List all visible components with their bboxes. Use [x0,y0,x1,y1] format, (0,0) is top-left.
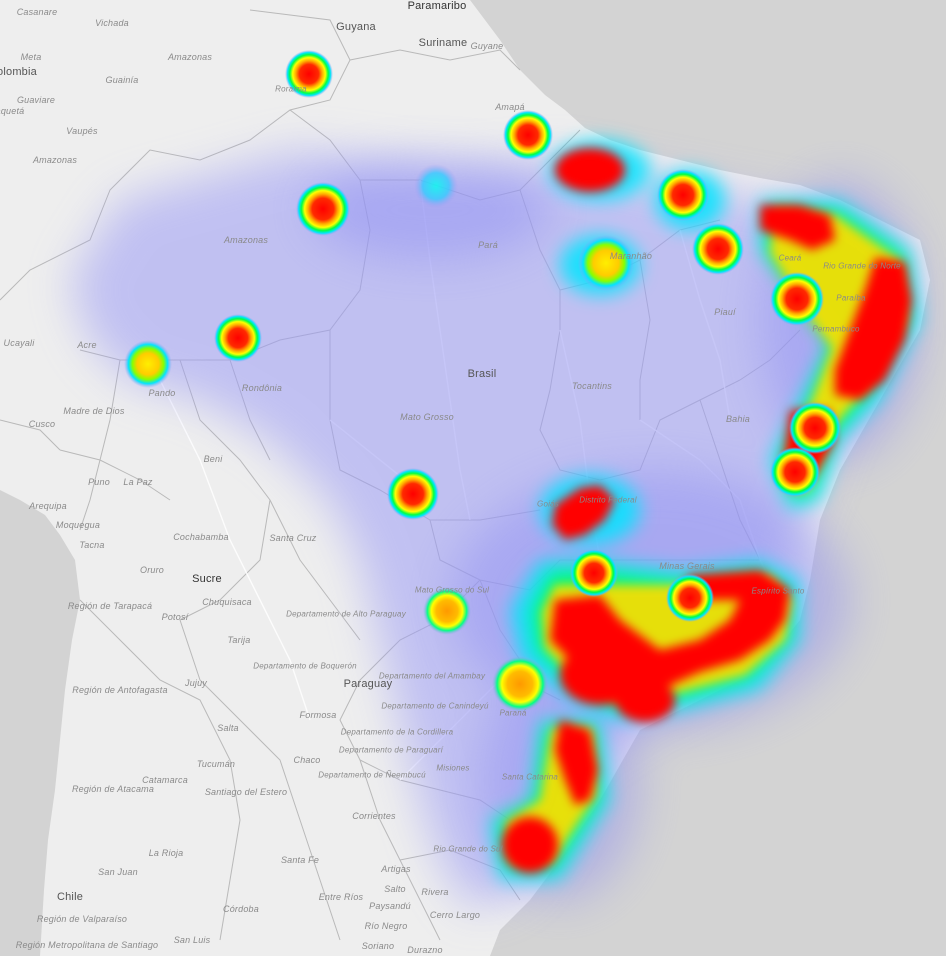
label-cordillera: Departamento de la Cordillera [340,727,454,737]
label-sucre: Sucre [192,573,222,585]
label-cerro-largo: Cerro Largo [429,910,481,920]
label-alto-paraguay: Departamento de Alto Paraguay [286,609,406,619]
label-casanare: Casanare [16,7,58,17]
label-brasil: Brasil [467,368,497,380]
label-potosi: Potosí [161,612,189,622]
label-mato-grosso: Mato Grosso [400,412,454,422]
label-neembucu: Departamento de Ñeembucú [318,770,426,780]
label-goias: Goiás [537,499,559,509]
label-ucayali: Ucayali [3,338,35,348]
label-santiago-estero: Santiago del Estero [204,787,288,797]
label-san-luis: San Luis [173,935,211,945]
label-paraiba: Paraíba [836,293,866,303]
label-salta: Salta [217,723,239,733]
label-pernambuco: Pernambuco [812,324,860,334]
label-pando: Pando [148,388,176,398]
label-maranhao: Maranhão [609,251,653,261]
label-mato-grosso-sul: Mato Grosso do Sul [414,585,490,595]
label-minas-gerais: Minas Gerais [659,561,715,571]
label-santa-catarina: Santa Catarina [501,772,559,782]
label-rio-negro: Río Negro [364,921,408,931]
label-colombia: olombia [0,66,37,78]
label-chile: Chile [56,891,84,903]
label-acre: Acre [77,340,97,350]
label-suriname: Suriname [418,37,468,49]
label-rio-grande-norte: Rio Grande do Norte [823,261,901,271]
label-chaco: Chaco [293,755,321,765]
label-parana: Paraná [499,708,527,718]
label-roraima: Roraima [275,84,307,94]
label-ceara: Ceará [778,253,802,263]
label-misiones: Misiones [436,763,470,773]
label-soriano: Soriano [361,941,395,951]
label-rivera: Rivera [421,887,449,897]
label-jujuy: Jujuy [184,678,208,688]
label-paramaribo: Paramaribo [407,0,467,12]
label-arequipa: Arequipa [29,501,67,511]
label-santa-cruz: Santa Cruz [269,533,317,543]
label-chuquisaca: Chuquisaca [202,597,252,607]
label-tarapaca: Región de Tarapacá [67,601,153,611]
label-antofagasta: Región de Antofagasta [72,685,168,695]
label-meta: Meta [20,52,42,62]
label-artigas: Artigas [381,864,411,874]
label-atacama: Región de Atacama [71,784,155,794]
label-san-juan: San Juan [98,867,138,877]
label-valparaiso: Región de Valparaíso [36,914,128,924]
label-guainia: Guainía [105,75,139,85]
label-puno: Puno [88,477,110,487]
label-tacna: Tacna [79,540,105,550]
label-cordoba: Córdoba [223,904,259,914]
label-entre-rios: Entre Ríos [318,892,364,902]
label-la-paz: La Paz [123,477,153,487]
label-paysandu: Paysandú [369,901,411,911]
label-guyane: Guyane [470,41,504,51]
label-distrito-federal: Distrito Federal [579,495,637,505]
label-espirito-santo: Espírito Santo [751,586,805,596]
label-amapa: Amapá [495,102,525,112]
label-vichada: Vichada [95,18,129,28]
label-piaui: Piauí [714,307,736,317]
label-amambay: Departamento del Amambay [378,671,486,681]
label-metropolitana: Región Metropolitana de Santiago [15,940,159,950]
label-catamarca: Catamarca [142,775,188,785]
label-cochabamba: Cochabamba [173,532,229,542]
heat-core [502,148,912,873]
label-santa-fe: Santa Fe [280,855,320,865]
label-vaupes: Vaupés [66,126,98,136]
label-para: Pará [478,240,498,250]
label-tarija: Tarija [227,635,251,645]
label-durazno: Durazno [407,945,443,955]
label-bahia: Bahia [725,414,751,424]
label-madre-de-dios: Madre de Dios [63,406,125,416]
label-amazonas-ve: Amazonas [167,52,213,62]
label-amazonas-co: Amazonas [32,155,78,165]
label-guaviare: Guaviare [16,95,56,105]
label-la-rioja: La Rioja [148,848,184,858]
label-rio-grande-sul: Rio Grande do Sul [433,844,503,854]
label-tocantins: Tocantins [572,381,612,391]
label-cusco: Cusco [28,419,56,429]
label-amazonas-br: Amazonas [223,235,269,245]
atlantic-ocean-north [470,0,946,956]
label-oruro: Oruro [139,565,165,575]
label-beni: Beni [203,454,223,464]
label-formosa: Formosa [299,710,337,720]
label-boqueron: Departamento de Boquerón [253,661,357,671]
label-salto: Salto [384,884,406,894]
label-moquegua: Moquegua [55,520,101,530]
pacific-ocean [0,490,80,956]
label-rondonia: Rondônia [241,383,283,393]
label-tucuman: Tucumán [196,759,236,769]
label-guyana: Guyana [336,21,376,33]
heat-spots [124,50,841,712]
label-paraguay: Paraguay [343,678,393,690]
label-paraguari: Departamento de Paraguarí [338,745,444,755]
label-canindeyu: Departamento de Canindeyú [381,701,489,711]
label-corrientes: Corrientes [352,811,396,821]
